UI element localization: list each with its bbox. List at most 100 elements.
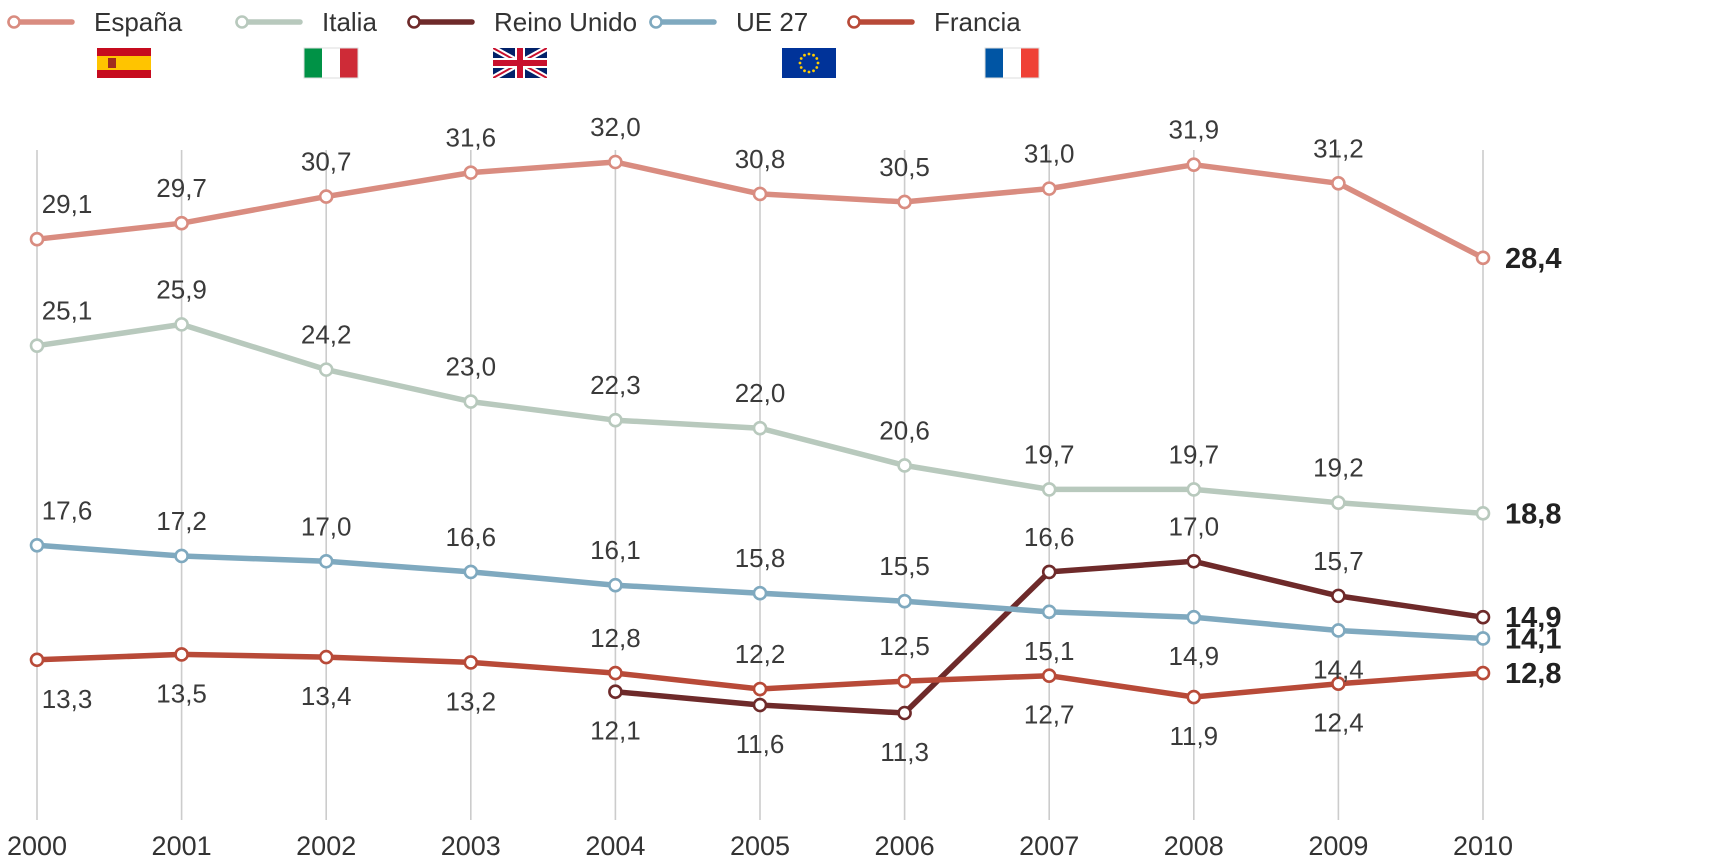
point-francia-2009 xyxy=(1331,676,1346,692)
data-label-francia-2007: 12,7 xyxy=(1024,700,1075,730)
data-label-espa-a-2001: 29,7 xyxy=(156,173,207,203)
point-francia-2004 xyxy=(608,665,623,681)
x-tick-2004: 2004 xyxy=(585,831,645,860)
data-label-francia-2005: 12,2 xyxy=(735,639,786,669)
x-tick-2002: 2002 xyxy=(296,831,356,860)
point-italia-2005 xyxy=(752,420,768,436)
data-label-italia-2008: 19,7 xyxy=(1168,439,1219,469)
point-reino-unido-2009 xyxy=(1331,588,1346,604)
legend-item-italia: Italia xyxy=(235,7,377,79)
legend-marker-ue-27 xyxy=(649,15,663,29)
data-label-francia-2009: 12,4 xyxy=(1313,708,1364,738)
legend-item-espa-a: España xyxy=(7,7,183,78)
point-espa-a-2000 xyxy=(29,231,45,247)
x-tick-2001: 2001 xyxy=(152,831,212,860)
data-label-espa-a-2010: 28,4 xyxy=(1505,243,1561,275)
point-espa-a-2003 xyxy=(463,165,479,180)
point-espa-a-2004 xyxy=(608,154,623,170)
legend-label-reino-unido: Reino Unido xyxy=(494,7,637,37)
data-label-espa-a-2003: 31,6 xyxy=(445,123,496,153)
data-label-espa-a-2004: 32,0 xyxy=(590,112,641,142)
data-label-reino-unido-2005: 11,6 xyxy=(736,729,785,759)
point-francia-2010 xyxy=(1475,665,1491,681)
point-italia-2000 xyxy=(29,338,45,353)
point-espa-a-2010 xyxy=(1475,250,1491,266)
point-reino-unido-2005 xyxy=(752,697,768,713)
legend-label-italia: Italia xyxy=(322,7,377,37)
data-label-italia-2004: 22,3 xyxy=(590,370,641,400)
data-label-italia-2001: 25,9 xyxy=(156,274,207,304)
data-label-espa-a-2000: 29,1 xyxy=(42,189,93,219)
point-ue-27-2009 xyxy=(1331,623,1346,638)
data-label-francia-2001: 13,5 xyxy=(156,678,207,708)
point-ue-27-2002 xyxy=(318,553,334,569)
legend-marker-italia xyxy=(235,15,249,29)
uk-flag-icon xyxy=(493,48,547,78)
point-reino-unido-2008 xyxy=(1186,553,1202,569)
vertical-gridlines xyxy=(36,150,1484,820)
spain-flag-icon xyxy=(97,48,151,78)
point-reino-unido-2010 xyxy=(1475,609,1491,625)
point-francia-2005 xyxy=(752,681,768,697)
legend-item-ue-27: UE 27 xyxy=(649,7,836,78)
data-label-ue-27-2009: 14,4 xyxy=(1313,654,1364,684)
legend-marker-reino-unido xyxy=(407,15,421,29)
data-label-reino-unido-2009: 15,7 xyxy=(1313,546,1364,576)
data-label-ue-27-2002: 17,0 xyxy=(301,511,352,541)
point-espa-a-2001 xyxy=(174,215,189,231)
legend: España Italia Reino Unido UE 27 Francia xyxy=(7,7,1040,79)
point-ue-27-2010 xyxy=(1475,631,1491,646)
data-label-francia-2004: 12,8 xyxy=(590,623,641,653)
data-label-reino-unido-2007: 16,6 xyxy=(1024,522,1075,552)
point-espa-a-2007 xyxy=(1041,181,1057,196)
legend-label-francia: Francia xyxy=(934,7,1021,37)
point-francia-2006 xyxy=(897,673,912,689)
point-italia-2004 xyxy=(608,412,623,428)
data-label-espa-a-2007: 31,0 xyxy=(1024,139,1075,169)
data-label-espa-a-2009: 31,2 xyxy=(1313,133,1364,163)
data-label-ue-27-2000: 17,6 xyxy=(42,495,93,525)
x-tick-2010: 2010 xyxy=(1453,831,1513,860)
data-label-ue-27-2003: 16,6 xyxy=(445,522,496,552)
data-label-espa-a-2008: 31,9 xyxy=(1168,115,1219,145)
data-label-ue-27-2007: 15,1 xyxy=(1024,636,1075,666)
data-label-ue-27-2004: 16,1 xyxy=(590,535,641,565)
data-label-ue-27-2010: 14,1 xyxy=(1505,623,1561,655)
data-labels: 29,1 29,7 30,7 31,6 32,0 30,8 30,5 31,0 31,9 31,2… xyxy=(42,112,1562,767)
data-label-francia-2008: 11,9 xyxy=(1169,721,1218,751)
point-francia-2001 xyxy=(174,647,189,662)
legend-label-espa-a: España xyxy=(94,7,183,37)
point-francia-2007 xyxy=(1041,668,1057,684)
point-ue-27-2004 xyxy=(608,577,623,593)
point-espa-a-2009 xyxy=(1331,175,1346,191)
data-label-reino-unido-2004: 12,1 xyxy=(590,716,641,746)
x-tick-2003: 2003 xyxy=(441,831,501,860)
eu-flag-icon xyxy=(782,48,836,78)
x-tick-2009: 2009 xyxy=(1308,831,1368,860)
point-italia-2006 xyxy=(897,458,912,473)
data-label-francia-2003: 13,2 xyxy=(445,686,496,716)
point-francia-2008 xyxy=(1186,689,1202,705)
italy-flag-icon xyxy=(303,47,359,79)
legend-item-reino-unido: Reino Unido xyxy=(407,7,637,78)
data-label-espa-a-2006: 30,5 xyxy=(879,152,930,182)
data-label-francia-2010: 12,8 xyxy=(1505,658,1561,690)
series-points xyxy=(29,154,1491,721)
point-espa-a-2006 xyxy=(897,194,912,210)
data-label-ue-27-2008: 14,9 xyxy=(1168,641,1219,671)
point-ue-27-2000 xyxy=(29,538,45,553)
legend-marker-francia xyxy=(847,15,861,29)
point-francia-2000 xyxy=(29,652,45,668)
point-italia-2009 xyxy=(1331,495,1346,511)
point-ue-27-2006 xyxy=(897,593,912,609)
x-tick-2008: 2008 xyxy=(1164,831,1224,860)
data-label-italia-2000: 25,1 xyxy=(42,296,93,326)
legend-item-francia: Francia xyxy=(847,7,1040,79)
point-italia-2003 xyxy=(463,394,479,409)
data-label-italia-2006: 20,6 xyxy=(879,415,930,445)
legend-marker-espa-a xyxy=(7,15,21,29)
data-label-espa-a-2002: 30,7 xyxy=(301,147,352,177)
point-italia-2010 xyxy=(1475,506,1491,521)
point-espa-a-2005 xyxy=(752,186,768,202)
point-italia-2001 xyxy=(174,317,189,332)
